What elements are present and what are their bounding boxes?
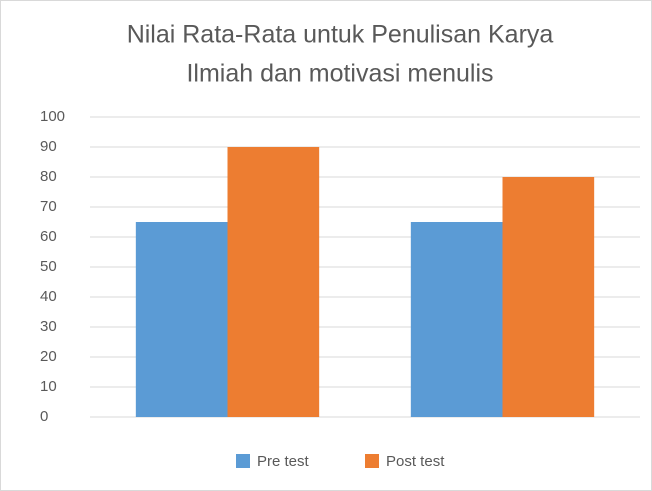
- y-tick-label: 50: [40, 258, 57, 275]
- bar: [227, 147, 320, 417]
- legend-label: Post test: [386, 453, 445, 470]
- y-tick-label: 10: [40, 378, 57, 395]
- y-tick-label: 90: [40, 138, 57, 155]
- y-tick-label: 40: [40, 288, 57, 305]
- legend-swatch: [365, 454, 379, 468]
- legend-label: Pre test: [257, 453, 310, 470]
- bar: [135, 222, 228, 417]
- y-tick-label: 20: [40, 348, 57, 365]
- chart-title: Ilmiah dan motivasi menulis: [186, 60, 493, 88]
- y-tick-label: 100: [40, 108, 65, 125]
- y-tick-label: 0: [40, 408, 48, 425]
- legend-swatch: [236, 454, 250, 468]
- y-tick-label: 80: [40, 168, 57, 185]
- chart-title: Nilai Rata-Rata untuk Penulisan Karya: [127, 21, 554, 49]
- bar: [502, 177, 595, 417]
- bar: [410, 222, 503, 417]
- y-tick-label: 70: [40, 198, 57, 215]
- y-tick-label: 30: [40, 318, 57, 335]
- y-tick-label: 60: [40, 228, 57, 245]
